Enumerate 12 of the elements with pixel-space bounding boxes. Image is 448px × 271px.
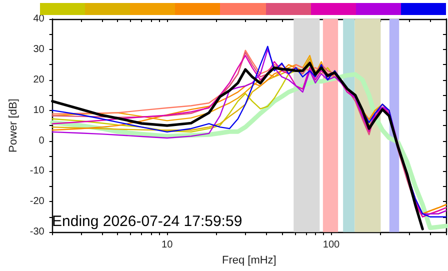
annotation: Ending 2026-07-24 17:59:59 <box>52 213 242 230</box>
y-tick-label: 0 <box>38 135 45 146</box>
y-tick-label: -30 <box>30 226 45 238</box>
y-tick-label: 30 <box>33 44 45 55</box>
y-tick-label: -20 <box>30 196 45 208</box>
y-tick-label: 10 <box>33 104 45 116</box>
x-axis-title: Freq [mHz] <box>222 254 276 266</box>
y-tick-label: 20 <box>33 74 45 86</box>
x-tick-label: 100 <box>322 240 340 251</box>
y-tick-label: -10 <box>30 166 45 177</box>
y-axis-title: Power [dB] <box>8 98 20 152</box>
y-tick-label: 40 <box>33 14 45 24</box>
